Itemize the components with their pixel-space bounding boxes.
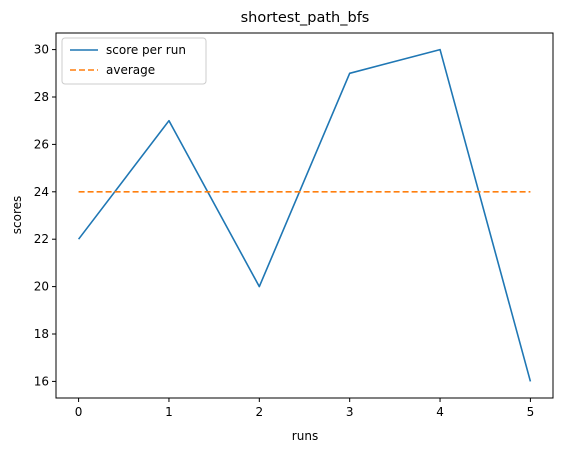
x-tick-label: 1: [165, 405, 173, 419]
x-tick-label: 3: [346, 405, 354, 419]
y-tick-label: 16: [34, 374, 49, 388]
y-tick-label: 26: [34, 137, 49, 151]
y-tick-label: 28: [34, 90, 49, 104]
y-tick-label: 20: [34, 280, 49, 294]
x-axis: 0 1 2 3 4 5: [75, 398, 534, 419]
x-tick-label: 0: [75, 405, 83, 419]
x-tick-label: 2: [255, 405, 263, 419]
series-line-score-per-run: [77, 48, 532, 382]
y-axis-label: scores: [10, 196, 24, 235]
axes-frame: [55, 32, 554, 399]
y-tick-label: 24: [34, 185, 49, 199]
y-tick-label: 18: [34, 327, 49, 341]
x-tick-label: 4: [436, 405, 444, 419]
y-tick-label: 30: [34, 43, 49, 57]
legend-label: average: [106, 63, 155, 77]
y-axis: 16 18 20 22 24 26 28 30: [34, 43, 56, 388]
legend: score per run average: [61, 37, 207, 85]
y-tick-label: 22: [34, 232, 49, 246]
x-axis-label: runs: [292, 429, 318, 443]
x-tick-label: 5: [527, 405, 535, 419]
chart-title: shortest_path_bfs: [241, 10, 370, 26]
legend-label: score per run: [106, 43, 186, 57]
series-layer: [77, 48, 532, 382]
